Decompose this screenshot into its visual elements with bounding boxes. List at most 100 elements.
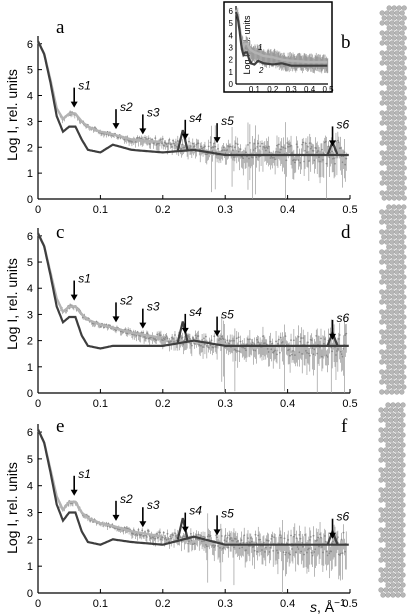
bead (390, 502, 396, 508)
data-point (303, 160, 306, 163)
data-point (161, 536, 164, 539)
data-point (295, 537, 298, 540)
data-point (164, 536, 167, 539)
bead (390, 552, 396, 558)
bead (399, 219, 405, 225)
data-point (169, 535, 172, 538)
bead (396, 145, 402, 151)
bead (395, 542, 401, 548)
data-point (279, 336, 282, 339)
bead-model-d (379, 204, 407, 395)
bead (394, 80, 400, 86)
data-point (345, 332, 348, 335)
bead (400, 572, 406, 578)
data-point (276, 353, 278, 356)
fit-curve-light (36, 40, 162, 144)
bead (384, 349, 390, 355)
data-point (160, 334, 162, 336)
data-point (203, 337, 205, 340)
data-point (238, 350, 241, 353)
bead (393, 467, 399, 473)
data-point (166, 532, 169, 535)
inset-y-tick-label: 3 (229, 43, 234, 52)
bead (395, 472, 401, 478)
data-point (276, 549, 278, 552)
data-point (245, 349, 248, 352)
data-point (255, 156, 258, 159)
bead (394, 289, 400, 295)
data-point (323, 535, 326, 537)
bead (379, 249, 385, 255)
data-point (165, 143, 168, 146)
data-point (191, 142, 194, 145)
y-tick-label: 1 (27, 561, 33, 573)
data-point (336, 536, 339, 538)
bead (384, 50, 390, 56)
bead (394, 379, 400, 385)
data-point (236, 540, 239, 542)
bead (391, 334, 397, 340)
bead (396, 314, 402, 320)
data-point (261, 142, 263, 145)
data-point (310, 339, 313, 342)
bead (390, 582, 396, 588)
data-point (171, 146, 174, 148)
data-point (340, 353, 343, 356)
data-point (266, 348, 269, 350)
bead (390, 432, 396, 438)
bead (383, 567, 389, 573)
bead (394, 249, 400, 255)
data-point (193, 145, 196, 148)
data-point (290, 534, 292, 537)
bead (386, 95, 392, 101)
bead (396, 374, 402, 380)
bead (379, 349, 385, 355)
bead (389, 180, 395, 186)
bead (393, 587, 399, 593)
marker-label-s3: s3 (147, 300, 160, 314)
data-point (224, 341, 227, 344)
marker-arrowhead-s4 (181, 327, 189, 334)
bead (401, 115, 407, 121)
bead (396, 15, 402, 21)
bead (396, 165, 402, 171)
bead (381, 294, 387, 300)
data-point (170, 537, 173, 540)
data-point (277, 143, 280, 146)
bead (389, 80, 395, 86)
bead (399, 229, 405, 235)
data-point (172, 534, 174, 537)
bead (400, 422, 406, 428)
data-point (285, 159, 288, 162)
bead (385, 552, 391, 558)
data-point (212, 146, 215, 149)
bead (379, 309, 385, 315)
marker-label-s5: s5 (221, 308, 234, 322)
bead (389, 279, 395, 285)
bead (399, 30, 405, 36)
data-point (327, 145, 330, 148)
bead (394, 180, 400, 186)
bead (381, 35, 387, 41)
y-tick-label: 5 (27, 65, 33, 77)
data-point (134, 140, 137, 143)
bead (378, 547, 384, 553)
data-point (215, 534, 218, 537)
bead (386, 25, 392, 31)
bead (386, 224, 392, 230)
data-point (218, 546, 221, 549)
bead (401, 344, 407, 350)
data-point (181, 336, 184, 339)
data-point (253, 549, 256, 552)
data-point (220, 535, 223, 537)
data-point (233, 348, 236, 351)
data-point (160, 138, 162, 141)
data-point (232, 539, 234, 542)
data-point (136, 534, 139, 537)
x-tick-label: 0 (35, 598, 41, 610)
bead (393, 447, 399, 453)
marker-label-s6: s6 (337, 510, 350, 524)
data-point (275, 150, 277, 153)
bead (394, 100, 400, 106)
data-point (321, 159, 324, 161)
